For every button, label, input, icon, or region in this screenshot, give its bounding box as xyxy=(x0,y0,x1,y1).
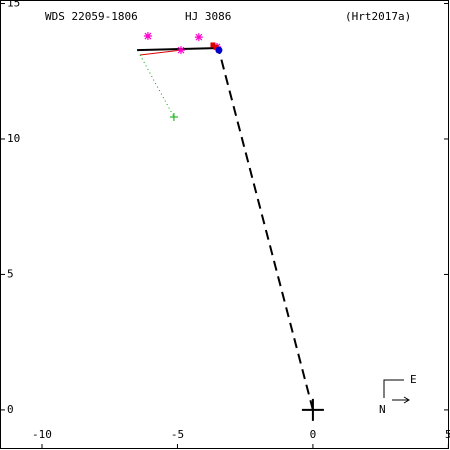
track-line xyxy=(217,49,314,411)
position-marker xyxy=(301,398,324,421)
track-line xyxy=(139,54,175,118)
track-line xyxy=(140,49,182,56)
position-marker xyxy=(169,113,178,122)
observation xyxy=(176,46,185,55)
y-tick-label: 5 xyxy=(7,267,14,280)
observation xyxy=(194,33,203,42)
current-position xyxy=(215,46,223,54)
star-id: WDS 22059-1806 xyxy=(45,10,138,23)
x-tick-label: -10 xyxy=(32,428,52,441)
y-tick-label: 10 xyxy=(7,132,20,145)
observation xyxy=(210,42,216,48)
y-tick-label: 0 xyxy=(7,403,14,416)
track-line xyxy=(137,46,221,52)
observation xyxy=(143,32,152,41)
y-tick-label: 15 xyxy=(7,0,20,10)
observation xyxy=(213,44,219,50)
x-tick-label: 5 xyxy=(445,428,450,441)
compass xyxy=(383,379,410,404)
x-tick-label: -5 xyxy=(171,428,184,441)
star-name: HJ 3086 xyxy=(185,10,231,23)
compass-n: N xyxy=(379,403,386,416)
x-tick-label: 0 xyxy=(310,428,317,441)
compass-e: E xyxy=(410,373,417,386)
reference: (Hrt2017a) xyxy=(345,10,411,23)
